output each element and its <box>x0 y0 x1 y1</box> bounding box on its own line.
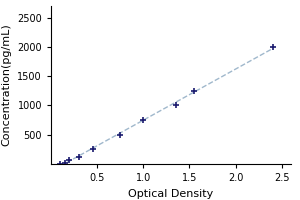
Y-axis label: Concentration(pg/mL): Concentration(pg/mL) <box>2 24 12 146</box>
X-axis label: Optical Density: Optical Density <box>128 189 214 199</box>
